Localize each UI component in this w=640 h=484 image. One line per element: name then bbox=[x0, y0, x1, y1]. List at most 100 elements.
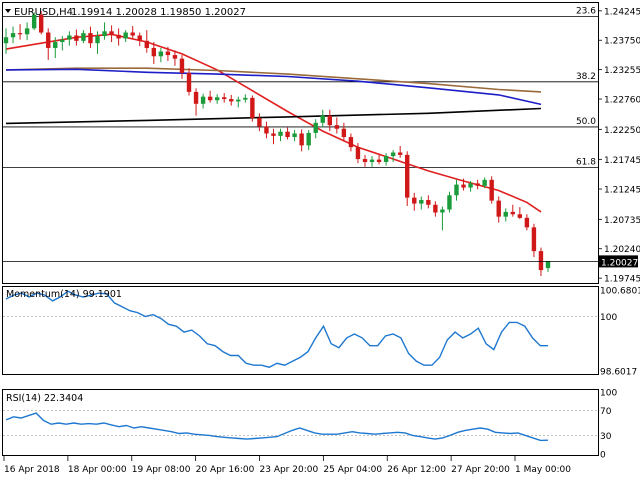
rsi-panel bbox=[2, 389, 599, 456]
moving-average-overlays bbox=[5, 33, 542, 213]
candle-body-35 bbox=[250, 97, 255, 119]
price-tick-label-2: 1.23255 bbox=[604, 66, 640, 76]
candle-body-31 bbox=[222, 97, 227, 100]
ohlc-readout: 1.19914 1.20028 1.19850 1.20027 bbox=[71, 7, 246, 18]
candle-body-33 bbox=[236, 99, 241, 102]
candle-body-71 bbox=[503, 211, 508, 217]
candle-body-49 bbox=[348, 137, 354, 148]
candle-body-16 bbox=[116, 34, 121, 39]
candle-body-62 bbox=[440, 209, 445, 213]
price-tick-label-0: 1.24245 bbox=[604, 7, 640, 17]
candle-body-41 bbox=[292, 133, 297, 138]
candle-body-56 bbox=[397, 152, 403, 155]
candle-body-32 bbox=[229, 99, 234, 102]
candle-body-44 bbox=[313, 122, 318, 133]
candle-body-39 bbox=[278, 131, 283, 136]
candle-body-27 bbox=[193, 91, 199, 104]
candle-body-74 bbox=[524, 217, 530, 228]
candle-body-66 bbox=[468, 183, 473, 188]
candle-body-30 bbox=[214, 97, 220, 101]
price-axis: 1.24245 1.23750 1.23255 1.22760 1.22250 1.217… bbox=[598, 7, 640, 285]
candle-body-34 bbox=[243, 97, 248, 100]
fib-label-0: 23.6 bbox=[576, 6, 596, 16]
candlestick-series bbox=[3, 11, 551, 277]
candle-body-29 bbox=[207, 96, 213, 101]
candle-body-72 bbox=[510, 211, 516, 215]
candle-body-63 bbox=[447, 195, 452, 210]
candle-body-43 bbox=[306, 132, 311, 146]
candle-body-58 bbox=[412, 197, 417, 204]
fib-label-3: 61.8 bbox=[576, 157, 596, 167]
sma-black-line bbox=[5, 107, 542, 125]
candle-body-2 bbox=[17, 33, 23, 35]
candle-body-6 bbox=[46, 32, 51, 48]
candle-body-46 bbox=[327, 115, 332, 126]
momentum-line bbox=[5, 290, 548, 368]
time-tick-label-3: 20 Apr 16:00 bbox=[196, 465, 255, 475]
candle-body-14 bbox=[102, 31, 107, 37]
candle-body-1 bbox=[10, 33, 16, 38]
candle-body-10 bbox=[74, 35, 79, 41]
rsi-tick-label-0: 100 bbox=[600, 389, 617, 399]
price-tag-label: 1.20027 bbox=[601, 258, 638, 268]
candle-body-11 bbox=[81, 33, 86, 41]
rsi-line bbox=[5, 412, 549, 442]
candle-body-4 bbox=[31, 14, 37, 29]
candle-body-75 bbox=[531, 227, 537, 252]
candle-body-53 bbox=[376, 159, 382, 163]
rsi-tick-label-2: 30 bbox=[600, 432, 612, 442]
price-tick-label-9: 1.19745 bbox=[604, 275, 640, 285]
candle-body-45 bbox=[320, 115, 325, 123]
ema-red-line bbox=[5, 33, 542, 213]
fibonacci-levels: 23.6 38.2 50.0 61.8 bbox=[3, 6, 598, 168]
candle-body-36 bbox=[257, 118, 262, 127]
rsi-title: RSI(14) 22.3404 bbox=[6, 393, 83, 404]
candle-body-23 bbox=[165, 51, 171, 56]
candle-body-28 bbox=[200, 96, 206, 104]
candle-body-76 bbox=[538, 251, 544, 271]
time-tick-label-6: 26 Apr 12:00 bbox=[387, 465, 446, 475]
time-tick-label-2: 19 Apr 08:00 bbox=[132, 465, 191, 475]
candle-body-24 bbox=[172, 55, 178, 59]
sma-blue-line bbox=[5, 68, 542, 106]
candle-body-38 bbox=[271, 133, 276, 136]
candle-body-50 bbox=[355, 147, 361, 160]
candle-body-52 bbox=[369, 159, 375, 163]
momentum-title: Momentum(14) 99.1901 bbox=[6, 289, 122, 300]
price-tag bbox=[598, 255, 638, 268]
candle-body-26 bbox=[186, 72, 192, 92]
candle-body-21 bbox=[151, 47, 157, 57]
candle-body-59 bbox=[419, 200, 424, 204]
candle-body-8 bbox=[60, 39, 65, 43]
candle-body-17 bbox=[123, 32, 128, 39]
candle-body-12 bbox=[88, 33, 93, 44]
candle-body-65 bbox=[461, 184, 466, 188]
candle-body-25 bbox=[179, 58, 185, 73]
rsi-indicator: 100 70 30 0 bbox=[3, 389, 617, 461]
candle-body-47 bbox=[334, 125, 340, 129]
candle-body-42 bbox=[299, 133, 304, 146]
momentum-tick-label-2: 98.6017 bbox=[600, 368, 637, 378]
candle-body-40 bbox=[285, 131, 290, 138]
collapse-triangle-icon[interactable] bbox=[5, 9, 11, 13]
candle-body-5 bbox=[38, 14, 44, 33]
candle-body-13 bbox=[95, 36, 100, 44]
time-tick-label-5: 25 Apr 04:00 bbox=[323, 465, 382, 475]
chart-title: EURUSD,H4 bbox=[14, 7, 73, 18]
momentum-tick-label-1: 100 bbox=[600, 313, 617, 323]
candle-body-7 bbox=[53, 42, 58, 48]
momentum-indicator: 100.6801 100 98.6017 bbox=[3, 287, 640, 378]
price-tick-label-4: 1.22250 bbox=[604, 126, 640, 136]
candle-body-55 bbox=[390, 152, 396, 157]
rsi-tick-label-1: 70 bbox=[600, 407, 612, 417]
price-tick-label-3: 1.22760 bbox=[604, 96, 640, 106]
candle-body-61 bbox=[433, 204, 438, 213]
candle-body-70 bbox=[496, 200, 501, 217]
candle-body-18 bbox=[130, 32, 135, 36]
time-tick-label-0: 16 Apr 2018 bbox=[4, 465, 60, 475]
time-tick-label-1: 18 Apr 00:00 bbox=[68, 465, 127, 475]
candle-body-51 bbox=[362, 159, 368, 163]
candle-body-20 bbox=[144, 40, 149, 48]
time-tick-label-8: 1 May 00:00 bbox=[515, 465, 571, 475]
